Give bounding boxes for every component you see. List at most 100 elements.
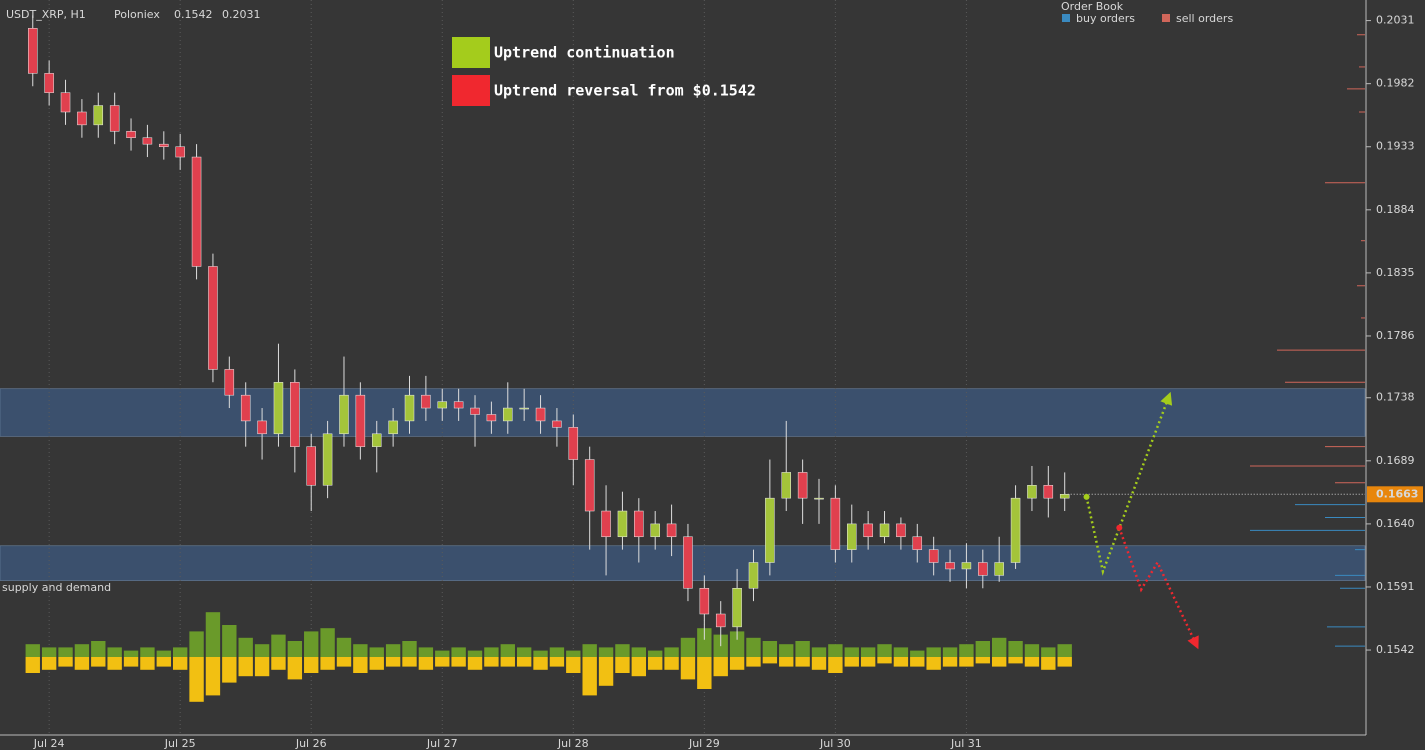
- candle-body: [601, 510, 611, 538]
- candle-body: [240, 394, 251, 422]
- demand-bar: [435, 650, 450, 657]
- supply-bar: [1024, 657, 1040, 667]
- demand-bar: [467, 650, 483, 657]
- demand-bar: [1041, 647, 1056, 657]
- candle-body: [896, 523, 906, 538]
- candle-body: [60, 92, 71, 113]
- y-tick-label: 0.1640: [1376, 517, 1415, 530]
- supply-bar: [598, 657, 614, 686]
- candle-body: [978, 562, 988, 576]
- demand-bar: [189, 631, 204, 657]
- supply-bar: [959, 657, 974, 667]
- demand-bar: [975, 641, 990, 657]
- candle-body: [715, 613, 726, 628]
- candle-body: [339, 394, 349, 435]
- demand-bar: [156, 650, 171, 657]
- demand-bar: [779, 644, 794, 657]
- supply-bar: [844, 657, 859, 667]
- supply-bar: [222, 657, 237, 683]
- exchange: Poloniex: [114, 8, 160, 21]
- candle-body: [453, 401, 464, 409]
- last-price-label: 0.1663: [1376, 487, 1418, 500]
- demand-bar: [991, 637, 1007, 657]
- demand-bar: [680, 637, 696, 657]
- demand-bar: [353, 644, 368, 657]
- candle-body: [617, 510, 628, 538]
- supply-bar: [320, 657, 335, 670]
- supply-bar: [860, 657, 876, 667]
- supply-bar: [664, 657, 679, 670]
- supply-bar: [435, 657, 450, 667]
- candle-body: [191, 156, 202, 267]
- demand-bar: [385, 644, 401, 657]
- projection-path: [1085, 391, 1173, 576]
- candle-body: [519, 407, 529, 410]
- demand-bar: [910, 650, 925, 657]
- y-tick-label: 0.1835: [1376, 266, 1415, 279]
- candle-body: [322, 433, 333, 486]
- candle-body: [371, 433, 382, 447]
- legend-swatch: [1062, 14, 1070, 22]
- supply-bar: [582, 657, 597, 696]
- sd-zone: [0, 545, 1366, 581]
- projection-start: [1116, 524, 1123, 531]
- supply-bar: [697, 657, 712, 689]
- volume-title: supply and demand: [2, 581, 111, 594]
- supply-bar: [828, 657, 843, 673]
- symbol: USDT_XRP, H1: [6, 8, 86, 21]
- x-tick-label: Jul 25: [164, 737, 196, 750]
- sd-zone: [0, 388, 1366, 437]
- candle-body: [503, 407, 513, 422]
- legend-label: Uptrend reversal from $0.1542: [494, 82, 756, 100]
- supply-bar: [648, 657, 663, 670]
- demand-bar: [320, 628, 335, 657]
- y-tick-label: 0.1982: [1376, 77, 1415, 90]
- candle-body: [732, 588, 742, 628]
- demand-bar: [516, 647, 532, 657]
- candle-body: [1027, 485, 1037, 499]
- supply-bar: [74, 657, 90, 670]
- demand-bar: [287, 641, 303, 657]
- demand-bar: [549, 647, 565, 657]
- candle-body: [912, 536, 923, 550]
- candle-body: [1043, 485, 1054, 499]
- supply-bar: [238, 657, 253, 677]
- supply-bar: [484, 657, 499, 667]
- demand-bar: [91, 641, 106, 657]
- candle-body: [879, 523, 890, 538]
- demand-bar: [140, 647, 155, 657]
- supply-bar: [746, 657, 761, 667]
- x-tick-label: Jul 26: [295, 737, 327, 750]
- supply-bar: [811, 657, 827, 670]
- x-tick-label: Jul 28: [557, 737, 589, 750]
- y-tick-label: 0.1542: [1376, 643, 1415, 656]
- candle-body: [224, 369, 235, 396]
- candle-body: [945, 562, 955, 570]
- candle-body: [650, 523, 660, 538]
- candle-body: [44, 73, 54, 93]
- candle-body: [683, 536, 693, 589]
- demand-bar: [107, 647, 122, 657]
- candle-body: [552, 420, 562, 428]
- candle-body: [814, 497, 824, 500]
- supply-bar: [402, 657, 417, 667]
- candle-body: [666, 523, 677, 538]
- x-tick-label: Jul 24: [33, 737, 65, 750]
- projection-path: [1118, 527, 1199, 650]
- supply-bar: [41, 657, 57, 670]
- supply-bar: [779, 657, 794, 667]
- demand-bar: [811, 647, 827, 657]
- candle-body: [355, 394, 366, 447]
- supply-bar: [58, 657, 73, 667]
- candle-body: [1059, 494, 1070, 499]
- supply-bar: [1008, 657, 1023, 664]
- supply-bar: [369, 657, 384, 670]
- demand-bar: [205, 612, 221, 657]
- candle-body: [126, 131, 136, 138]
- supply-bar: [910, 657, 925, 667]
- supply-bar: [516, 657, 532, 667]
- candle-body: [437, 401, 448, 409]
- legend-label: buy orders: [1076, 12, 1135, 25]
- supply-bar: [467, 657, 483, 670]
